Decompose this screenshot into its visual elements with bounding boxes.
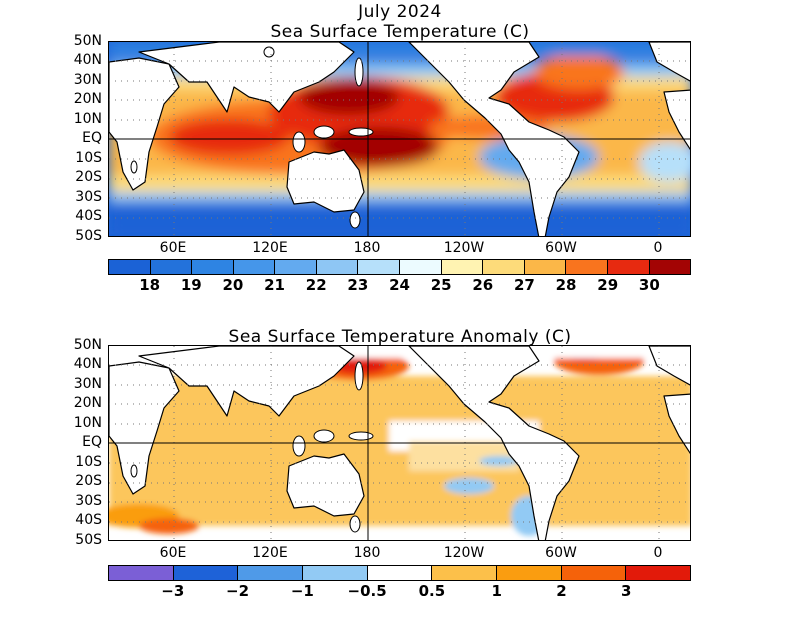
colorbar-swatch bbox=[483, 260, 525, 274]
lon-label: 60E bbox=[159, 545, 187, 561]
anomaly-colorbar bbox=[108, 565, 691, 581]
lon-label: 120W bbox=[443, 545, 485, 561]
lat-label: 50N bbox=[73, 337, 102, 353]
lon-label: 60W bbox=[545, 240, 577, 256]
lon-label: 180 bbox=[353, 545, 381, 561]
lon-label: 120E bbox=[252, 545, 288, 561]
colorbar-swatch bbox=[316, 260, 359, 274]
sst-map-title: Sea Surface Temperature (C) bbox=[270, 22, 530, 42]
colorbar-swatch bbox=[109, 260, 151, 274]
lat-label: 10S bbox=[75, 454, 102, 470]
lat-label: 50S bbox=[75, 228, 102, 244]
lon-label: 120W bbox=[443, 240, 485, 256]
lat-label: 20S bbox=[75, 169, 102, 185]
colorbar-label: 3 bbox=[621, 582, 632, 600]
colorbar-swatch bbox=[524, 260, 567, 274]
colorbar-swatch bbox=[109, 566, 174, 580]
colorbar-label: −0.5 bbox=[347, 582, 387, 600]
colorbar-swatch bbox=[192, 260, 234, 274]
colorbar-swatch bbox=[173, 566, 239, 580]
colorbar-label: 29 bbox=[597, 276, 619, 294]
colorbar-swatch bbox=[626, 566, 691, 580]
colorbar-swatch bbox=[303, 566, 368, 580]
colorbar-label: 23 bbox=[347, 276, 369, 294]
colorbar-swatch bbox=[367, 566, 433, 580]
lat-label: 30S bbox=[75, 189, 102, 205]
date-title: July 2024 bbox=[358, 2, 442, 22]
colorbar-swatch bbox=[497, 566, 562, 580]
lat-label: 40S bbox=[75, 512, 102, 528]
colorbar-swatch bbox=[233, 260, 276, 274]
colorbar-label: 24 bbox=[389, 276, 410, 294]
lat-label: 50N bbox=[73, 33, 102, 49]
colorbar-swatch bbox=[150, 260, 193, 274]
colorbar-swatch bbox=[238, 566, 304, 580]
lon-label: 0 bbox=[653, 240, 663, 256]
lat-label: 20S bbox=[75, 473, 102, 489]
lat-label: EQ bbox=[82, 434, 102, 450]
sst-map bbox=[108, 41, 691, 237]
colorbar-swatch bbox=[441, 260, 484, 274]
colorbar-label: 28 bbox=[555, 276, 577, 294]
lat-label: EQ bbox=[82, 130, 102, 146]
colorbar-label: 2 bbox=[556, 582, 567, 600]
lat-label: 10S bbox=[75, 150, 102, 166]
lon-label: 120E bbox=[252, 240, 288, 256]
anomaly-map bbox=[108, 345, 691, 541]
colorbar-label: −3 bbox=[161, 582, 185, 600]
lon-label: 0 bbox=[653, 545, 663, 561]
lat-label: 40N bbox=[73, 52, 102, 68]
colorbar-label: −2 bbox=[226, 582, 250, 600]
lat-label: 20N bbox=[73, 91, 102, 107]
colorbar-label: −1 bbox=[290, 582, 314, 600]
colorbar-label: 0.5 bbox=[418, 582, 446, 600]
colorbar-label: 30 bbox=[638, 276, 660, 294]
sst-colorbar bbox=[108, 259, 691, 275]
colorbar-label: 21 bbox=[264, 276, 285, 294]
lat-label: 50S bbox=[75, 532, 102, 548]
colorbar-swatch bbox=[561, 566, 627, 580]
lat-label: 30N bbox=[73, 72, 102, 88]
colorbar-swatch bbox=[358, 260, 401, 274]
lat-label: 10N bbox=[73, 415, 102, 431]
lon-label: 180 bbox=[353, 240, 381, 256]
colorbar-label: 19 bbox=[180, 276, 202, 294]
colorbar-swatch bbox=[649, 260, 691, 274]
colorbar-label: 26 bbox=[472, 276, 494, 294]
lon-label: 60W bbox=[545, 545, 577, 561]
colorbar-label: 27 bbox=[513, 276, 535, 294]
colorbar-label: 1 bbox=[491, 582, 502, 600]
colorbar-swatch bbox=[400, 260, 442, 274]
anomaly-map-title: Sea Surface Temperature Anomaly (C) bbox=[228, 327, 572, 347]
colorbar-label: 18 bbox=[139, 276, 161, 294]
lat-label: 20N bbox=[73, 395, 102, 411]
lat-label: 10N bbox=[73, 111, 102, 127]
colorbar-swatch bbox=[607, 260, 650, 274]
lat-label: 40N bbox=[73, 356, 102, 372]
colorbar-label: 25 bbox=[430, 276, 452, 294]
colorbar-swatch bbox=[566, 260, 608, 274]
colorbar-swatch bbox=[275, 260, 317, 274]
colorbar-label: 22 bbox=[305, 276, 327, 294]
colorbar-label: 20 bbox=[222, 276, 244, 294]
lat-label: 30N bbox=[73, 376, 102, 392]
lon-label: 60E bbox=[159, 240, 187, 256]
colorbar-swatch bbox=[432, 566, 498, 580]
lat-label: 40S bbox=[75, 208, 102, 224]
lat-label: 30S bbox=[75, 493, 102, 509]
